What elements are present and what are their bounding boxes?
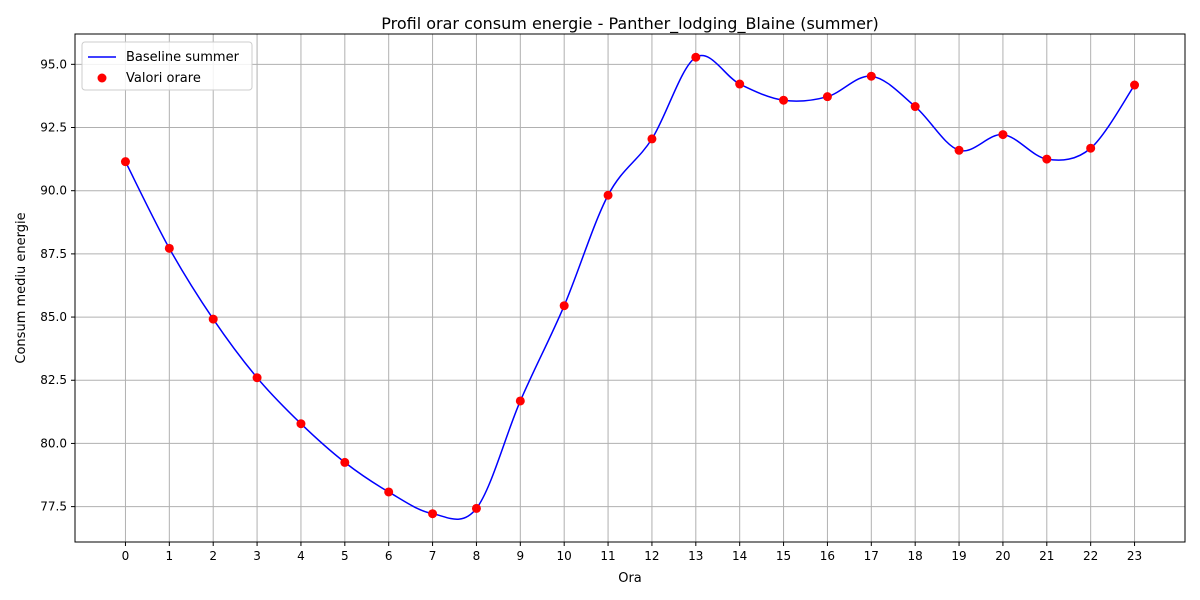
hourly-value-point <box>384 487 394 497</box>
y-tick-label: 77.5 <box>40 500 67 514</box>
hourly-value-point <box>1086 143 1096 153</box>
x-tick-label: 1 <box>166 549 174 563</box>
y-tick-label: 90.0 <box>40 184 67 198</box>
legend-label-hourly: Valori orare <box>126 71 201 86</box>
y-tick-label: 87.5 <box>40 247 67 261</box>
x-tick-label: 0 <box>122 549 130 563</box>
legend-box <box>81 41 253 91</box>
y-tick-label: 85.0 <box>40 310 67 324</box>
x-tick-label: 15 <box>776 549 791 563</box>
hourly-value-point <box>954 145 964 155</box>
x-tick-label: 6 <box>385 549 393 563</box>
hourly-value-point <box>164 243 174 253</box>
points-layer <box>120 52 1140 519</box>
y-axis: 77.5 80.0 82.5 85.0 87.5 90.0 92.5 95.0 <box>40 57 75 514</box>
legend: Baseline summer Valori orare <box>81 41 253 91</box>
y-tick-label: 80.0 <box>40 436 67 450</box>
x-tick-label: 8 <box>473 549 481 563</box>
hourly-value-point <box>998 130 1008 140</box>
x-axis: 0 1 2 3 4 5 6 7 8 9 10 11 12 13 14 15 16 17 18 19 20 21 22 23 <box>122 542 1142 563</box>
legend-label-baseline: Baseline summer <box>126 50 240 65</box>
x-tick-label: 14 <box>732 549 747 563</box>
hourly-value-point <box>208 314 218 324</box>
hourly-value-point <box>559 301 569 311</box>
baseline-summer-line <box>124 54 1136 520</box>
x-tick-label: 7 <box>429 549 437 563</box>
hourly-value-point <box>340 457 350 467</box>
hourly-value-point <box>515 396 525 406</box>
hourly-value-point <box>910 102 920 112</box>
x-tick-label: 13 <box>688 549 703 563</box>
hourly-value-point <box>822 92 832 102</box>
x-tick-label: 9 <box>516 549 524 563</box>
x-tick-label: 23 <box>1127 549 1142 563</box>
x-tick-label: 12 <box>644 549 659 563</box>
line-layer <box>124 54 1136 520</box>
x-tick-label: 2 <box>209 549 217 563</box>
legend-point-swatch <box>97 73 107 83</box>
hourly-value-point <box>691 52 701 62</box>
x-tick-label: 22 <box>1083 549 1098 563</box>
hourly-value-point <box>296 419 306 429</box>
hourly-value-point <box>779 95 789 105</box>
x-tick-label: 3 <box>253 549 261 563</box>
hourly-value-point <box>1130 80 1140 90</box>
x-tick-label: 17 <box>864 549 879 563</box>
plot-frame <box>74 33 1186 543</box>
x-tick-label: 4 <box>297 549 305 563</box>
x-axis-label: Ora <box>618 571 642 586</box>
x-tick-label: 20 <box>995 549 1010 563</box>
x-tick-label: 16 <box>820 549 835 563</box>
hourly-value-point <box>471 503 481 513</box>
x-tick-label: 21 <box>1039 549 1054 563</box>
y-tick-label: 95.0 <box>40 57 67 71</box>
hourly-value-point <box>603 190 613 200</box>
x-tick-label: 19 <box>951 549 966 563</box>
x-tick-label: 18 <box>908 549 923 563</box>
grid <box>75 34 1185 542</box>
hourly-value-point <box>735 79 745 89</box>
x-tick-label: 11 <box>600 549 615 563</box>
x-tick-label: 10 <box>557 549 572 563</box>
hourly-value-point <box>866 71 876 81</box>
hourly-value-point <box>428 509 438 519</box>
y-tick-label: 92.5 <box>40 121 67 135</box>
hourly-value-point <box>252 373 262 383</box>
chart-title: Profil orar consum energie - Panther_lod… <box>381 14 879 34</box>
hourly-value-point <box>1042 154 1052 164</box>
y-axis-label: Consum mediu energie <box>14 212 29 363</box>
hourly-value-point <box>647 134 657 144</box>
hourly-value-point <box>120 157 130 167</box>
x-tick-label: 5 <box>341 549 349 563</box>
y-tick-label: 82.5 <box>40 373 67 387</box>
